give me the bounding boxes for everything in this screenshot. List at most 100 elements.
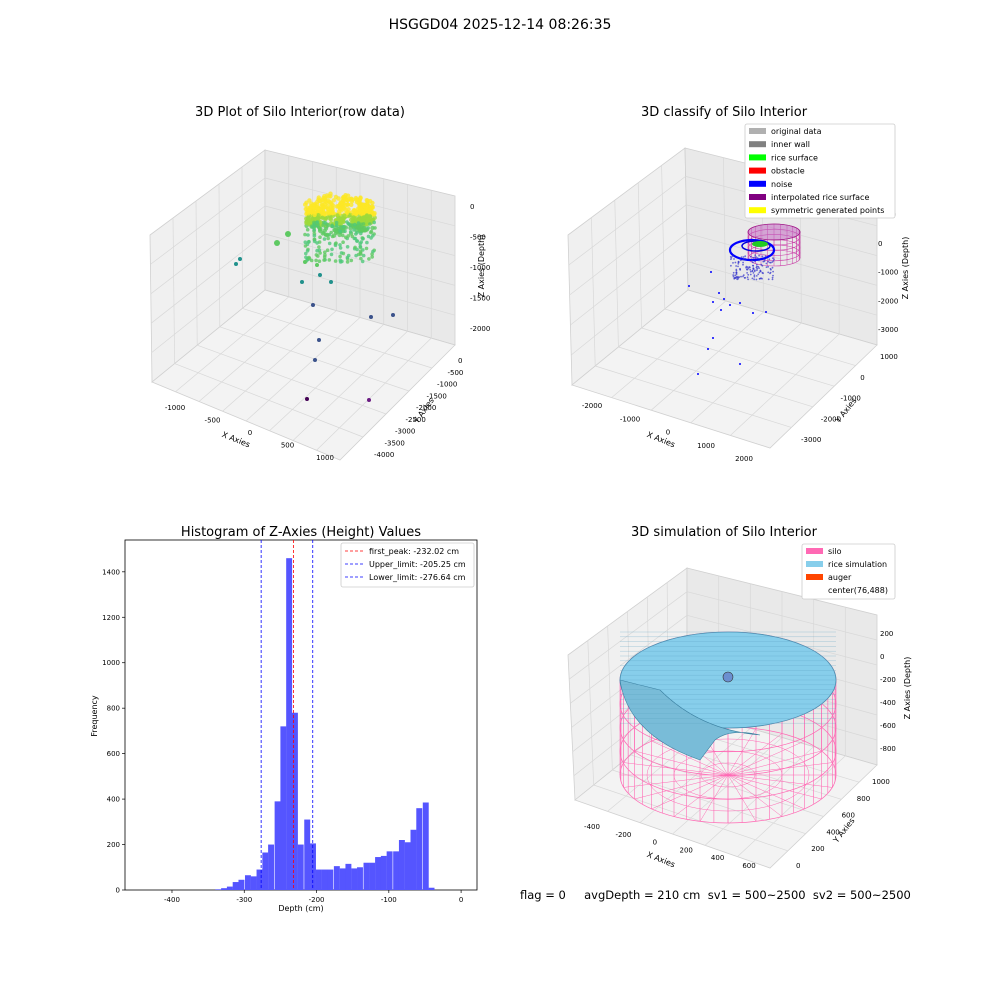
p2-legend-label: symmetric generated points	[771, 206, 884, 215]
hist-ytick: 1400	[102, 568, 120, 576]
hist-bar	[238, 879, 245, 890]
p2-point	[747, 273, 750, 276]
panel-histogram: Histogram of Z-Axies (Height) Values -40…	[90, 525, 478, 913]
p1-tick-labels: -1000 -500 0 500 1000 0 -500 -1000 -1500 -2000 -25…	[165, 203, 491, 462]
p1-point	[334, 223, 339, 228]
p2-floor-pane	[571, 289, 878, 449]
p1-point	[353, 222, 357, 227]
p1-point	[311, 303, 315, 307]
p1-point	[285, 231, 291, 237]
p2-point	[753, 274, 756, 277]
p4-xtick-1: -200	[615, 831, 631, 839]
p1-point	[318, 207, 323, 213]
p2-point	[755, 266, 758, 269]
p1-point	[333, 259, 338, 263]
p4-xtick-2: 0	[653, 839, 657, 847]
p4-ytick-0: 1000	[872, 778, 890, 786]
hist-ytick: 800	[107, 705, 120, 713]
p1-zlabel: Z Axies (Depth)	[477, 235, 486, 298]
hist-bar	[297, 844, 304, 890]
p2-point	[764, 255, 767, 258]
hist-bar	[327, 869, 334, 890]
p1-point	[332, 227, 337, 233]
p2-point	[748, 266, 751, 268]
hist-bar	[380, 855, 387, 890]
p4-ytick-1: 800	[857, 795, 870, 803]
p1-point	[339, 201, 345, 206]
p1-point	[350, 223, 354, 227]
p4-xtick-5: 600	[742, 862, 755, 870]
p1-point	[360, 208, 365, 214]
p2-point	[771, 276, 774, 279]
p1-ztick-4: -2000	[470, 325, 490, 333]
p2-point	[742, 261, 744, 264]
hist-bar	[386, 851, 393, 890]
hist-bar	[351, 868, 358, 890]
p2-point	[755, 256, 758, 258]
p1-ytick-1: -500	[448, 369, 464, 377]
p2-point	[740, 259, 742, 262]
p1-point	[274, 240, 280, 246]
p1-point	[365, 240, 369, 245]
hist-bar	[232, 882, 239, 890]
p2-point	[771, 278, 774, 281]
p2-point	[730, 264, 732, 267]
p1-point	[330, 224, 335, 229]
p1-point	[315, 248, 319, 253]
p1-point	[369, 315, 373, 319]
p1-point	[359, 228, 364, 232]
p1-point	[338, 246, 343, 250]
p1-point	[359, 256, 363, 261]
p1-point	[368, 222, 372, 226]
p2-point	[729, 255, 732, 258]
p2-point	[737, 260, 740, 263]
p2-point	[734, 274, 737, 277]
p1-point	[321, 195, 326, 201]
p1-point	[353, 245, 357, 250]
p2-point	[753, 270, 756, 273]
p1-ytick-0: 0	[458, 357, 462, 365]
p1-point	[312, 212, 317, 218]
hist-bar	[369, 862, 376, 890]
p1-ztick-1: -500	[470, 234, 486, 242]
hist-bar	[250, 876, 257, 890]
p2-point	[754, 256, 756, 259]
p2-interpolated-cylinder	[747, 223, 801, 267]
p1-point	[359, 240, 364, 244]
p1-point	[314, 206, 320, 211]
p4-ytick-4: 200	[811, 845, 824, 853]
p1-point	[372, 220, 377, 225]
p2-legend-label: original data	[771, 127, 822, 136]
p2-point	[749, 255, 752, 258]
p2-point	[765, 311, 767, 313]
p1-floor-pane	[151, 289, 456, 461]
p2-point	[732, 274, 735, 276]
p1-point	[341, 233, 345, 238]
p2-point	[731, 255, 734, 257]
p2-point	[772, 260, 775, 262]
p1-ytick-2: -1000	[437, 381, 457, 389]
panel4-title: 3D simulation of Silo Interior	[631, 525, 818, 540]
p2-point	[752, 312, 754, 314]
p1-point	[358, 252, 363, 256]
hist-bar	[244, 875, 251, 890]
p1-point	[336, 196, 341, 201]
p1-ytick-6: -3000	[395, 428, 415, 436]
p1-point	[337, 232, 342, 238]
p2-xtick-1: -1000	[620, 415, 640, 423]
p1-point	[338, 254, 342, 259]
p2-point	[740, 275, 742, 278]
hist-bar	[304, 819, 311, 890]
p1-point	[338, 226, 343, 230]
hist-bar	[404, 842, 411, 890]
p2-ztick-1: 0	[878, 240, 882, 248]
p2-ytick-4: -3000	[801, 436, 821, 444]
p2-point	[769, 261, 772, 264]
p1-point	[351, 215, 356, 220]
p2-point	[752, 261, 754, 264]
p1-ytick-5: -2500	[406, 416, 426, 424]
p1-point	[306, 215, 311, 220]
p1-xtick-3: 500	[281, 442, 294, 450]
p1-point	[323, 199, 329, 204]
p1-ytick-3: -1500	[427, 392, 447, 400]
